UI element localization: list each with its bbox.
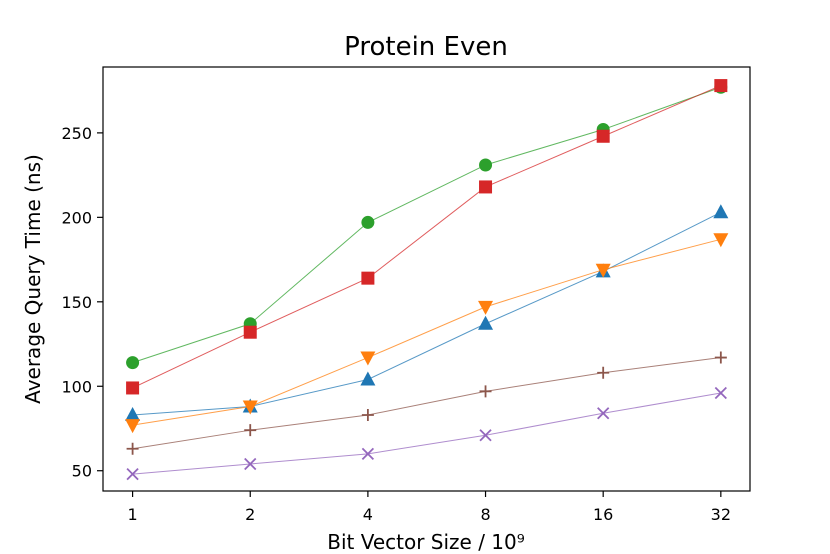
data-point [126,381,140,395]
x-tick-label: 2 [245,505,255,524]
data-point [479,385,492,398]
series-line [132,238,721,426]
data-point [714,351,727,364]
data-point [478,300,494,315]
data-point [360,351,376,366]
data-point [126,467,139,481]
series-line [132,392,721,475]
data-point [478,315,494,330]
data-point [126,356,140,370]
data-point [714,386,727,400]
data-point [242,400,258,415]
series-triangle-up [125,204,729,421]
data-point [126,442,139,455]
x-tick-label: 32 [711,505,731,524]
y-tick-label: 200 [61,208,92,227]
series-triangle-down [125,233,729,434]
data-point [361,408,374,421]
x-axis-label: Bit Vector Size / 10⁹ [327,530,525,554]
chart-title: Protein Even [344,32,508,62]
x-tick-label: 4 [363,505,373,524]
data-point [361,215,375,229]
data-point [243,325,257,339]
data-point [597,366,610,379]
x-tick-label: 16 [593,505,613,524]
data-point [714,79,728,93]
x-axis: 1 2 4 8 16 32 [127,491,731,524]
plot-frame [102,66,751,492]
y-axis: 50 100 150 200 250 [61,124,103,481]
y-tick-label: 150 [61,293,92,312]
data-point [479,158,493,172]
y-tick-label: 50 [72,462,92,481]
series-x [126,386,727,481]
x-tick-label: 8 [480,505,490,524]
y-axis-label: Average Query Time (ns) [21,154,45,404]
data-point [360,371,376,386]
data-point [125,406,141,421]
data-point [479,180,493,194]
plot-area [125,79,729,481]
y-tick-label: 250 [61,124,92,143]
series-circle [126,80,728,370]
series-plus [126,351,727,455]
data-point [244,424,257,437]
data-point [596,129,610,143]
y-tick-label: 100 [61,377,92,396]
data-point [361,271,375,285]
data-point [125,419,141,434]
series-line [132,357,721,450]
data-point [713,233,729,248]
data-point [479,429,492,442]
series-line [132,85,722,389]
data-point [597,407,610,420]
x-tick-label: 1 [127,505,137,524]
series-line [132,211,722,416]
data-point [595,263,611,278]
series-line [132,86,722,364]
series-square [126,79,728,395]
data-point [361,447,375,460]
data-point [713,204,729,219]
data-point [244,457,257,471]
